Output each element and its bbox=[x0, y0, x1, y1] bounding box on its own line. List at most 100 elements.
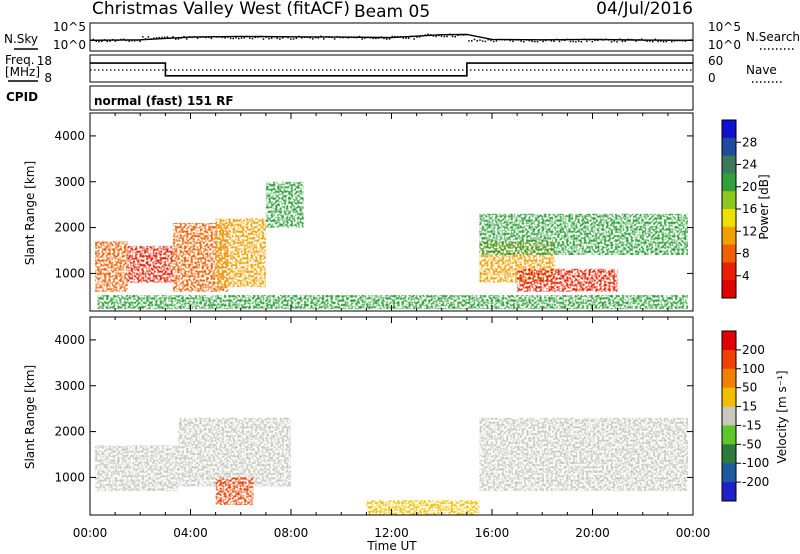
noise-sample bbox=[369, 36, 372, 39]
noise-sample bbox=[216, 36, 218, 38]
noise-sample bbox=[506, 38, 509, 41]
freq-series bbox=[90, 62, 693, 77]
noise-sample bbox=[169, 37, 171, 39]
power-colorbar-label: Power [dB] bbox=[757, 174, 771, 239]
noise-sample bbox=[101, 40, 103, 43]
noise-sample bbox=[388, 38, 391, 40]
noise-sample bbox=[429, 34, 432, 36]
noise-sample bbox=[476, 40, 478, 42]
noise-sample bbox=[133, 40, 136, 42]
noise-sample bbox=[427, 33, 429, 36]
noise-sample bbox=[545, 39, 547, 42]
power-colorbar: 28 24 20 16 12 8 4 bbox=[721, 119, 757, 299]
scatter-region bbox=[479, 213, 688, 256]
scatter-region bbox=[479, 417, 688, 492]
colorbar-tick-label: 24 bbox=[742, 158, 757, 172]
noise-sample bbox=[221, 36, 224, 39]
noise-sample bbox=[627, 38, 629, 41]
y-tick-label: 4000 bbox=[54, 333, 85, 347]
noise-sample bbox=[270, 37, 273, 39]
noise-sample bbox=[616, 41, 618, 43]
noise-panel: N.Sky 10^5 10^0 10^5 10^0 N.Search bbox=[4, 20, 800, 52]
noise-sample bbox=[624, 40, 626, 42]
noise-sample bbox=[457, 34, 459, 36]
noise-sample bbox=[292, 38, 295, 40]
noise-sample bbox=[410, 35, 413, 38]
noise-sample bbox=[188, 36, 191, 38]
velocity-panel: 1000 2000 3000 4000 00:00 04:00 08:00 12:00 16:… bbox=[23, 316, 789, 540]
noise-sample bbox=[355, 36, 358, 39]
noise-sample bbox=[580, 41, 583, 43]
noise-sample bbox=[517, 39, 520, 41]
noise-sample bbox=[312, 38, 314, 40]
noise-panel-frame bbox=[89, 22, 694, 52]
noise-sample bbox=[353, 36, 355, 39]
noise-sample bbox=[194, 36, 196, 38]
noise-sample bbox=[202, 36, 204, 38]
noise-sample bbox=[309, 37, 311, 39]
scatter-region bbox=[517, 268, 618, 292]
freq-tick-bottom: 8 bbox=[44, 71, 52, 85]
velocity-colorbar-label: Velocity [m s⁻¹] bbox=[775, 370, 789, 463]
y-tick-label: 1000 bbox=[54, 470, 85, 484]
freq-panel-frame bbox=[89, 54, 694, 83]
noise-sample bbox=[117, 39, 119, 41]
colorbar-tick-label: -200 bbox=[742, 475, 769, 489]
noise-sample bbox=[350, 36, 352, 38]
station-title: Christmas Valley West (fitACF) bbox=[92, 0, 350, 19]
noise-sample bbox=[254, 36, 256, 38]
noise-sample bbox=[539, 39, 541, 41]
noise-sample bbox=[281, 37, 284, 39]
noise-sample bbox=[558, 40, 561, 43]
noise-left-tick-bottom: 10^0 bbox=[53, 38, 86, 52]
noise-sample bbox=[177, 38, 180, 40]
noise-sample bbox=[682, 40, 684, 42]
noise-sample bbox=[366, 36, 369, 39]
velocity-scatter bbox=[95, 417, 688, 515]
noise-sample bbox=[649, 40, 651, 42]
noise-sample bbox=[536, 41, 539, 43]
noise-sample bbox=[528, 39, 530, 42]
noise-sample bbox=[662, 41, 665, 43]
noise-sample bbox=[687, 39, 689, 41]
noise-sample bbox=[608, 39, 610, 41]
noise-sample bbox=[213, 35, 215, 38]
power-x-ticks bbox=[89, 113, 694, 311]
noise-sample bbox=[298, 35, 300, 38]
colorbar-tick-label: 4 bbox=[742, 269, 750, 283]
power-y-axis-label: Slant Range [km] bbox=[23, 161, 37, 265]
noise-sample bbox=[142, 36, 144, 38]
colorbar-tick-label: -50 bbox=[742, 437, 762, 451]
velocity-y-axis: 1000 2000 3000 4000 bbox=[54, 333, 693, 484]
noise-sample bbox=[471, 40, 473, 42]
noise-sample bbox=[131, 39, 133, 42]
y-tick-label: 3000 bbox=[54, 379, 85, 393]
noise-sample bbox=[479, 39, 481, 41]
noise-sample bbox=[224, 37, 226, 39]
noise-sample bbox=[572, 40, 574, 43]
cpid-value: normal (fast) 151 RF bbox=[94, 94, 234, 108]
noise-sample bbox=[109, 40, 111, 42]
noise-sample bbox=[503, 39, 506, 41]
noise-sample bbox=[542, 40, 544, 43]
noise-sample bbox=[421, 35, 424, 37]
date-label: 04/Jul/2016 bbox=[596, 0, 693, 19]
noise-sample bbox=[347, 37, 350, 39]
noise-sample bbox=[460, 33, 462, 36]
colorbar-swatch bbox=[722, 463, 736, 483]
noise-sample bbox=[120, 38, 122, 41]
noise-sample bbox=[180, 37, 182, 39]
noise-sample bbox=[599, 38, 602, 41]
noise-sample bbox=[451, 35, 454, 38]
noise-sample bbox=[588, 39, 591, 41]
colorbar-swatch bbox=[722, 349, 736, 370]
scatter-region bbox=[95, 241, 128, 292]
y-tick-label: 2000 bbox=[54, 425, 85, 439]
noise-sample bbox=[525, 39, 528, 41]
colorbar-swatch bbox=[722, 444, 736, 464]
noise-sample bbox=[405, 37, 407, 39]
noise-sample bbox=[301, 37, 303, 39]
noise-sample bbox=[262, 38, 265, 40]
noise-sample bbox=[646, 40, 648, 42]
noise-sample bbox=[106, 40, 108, 43]
